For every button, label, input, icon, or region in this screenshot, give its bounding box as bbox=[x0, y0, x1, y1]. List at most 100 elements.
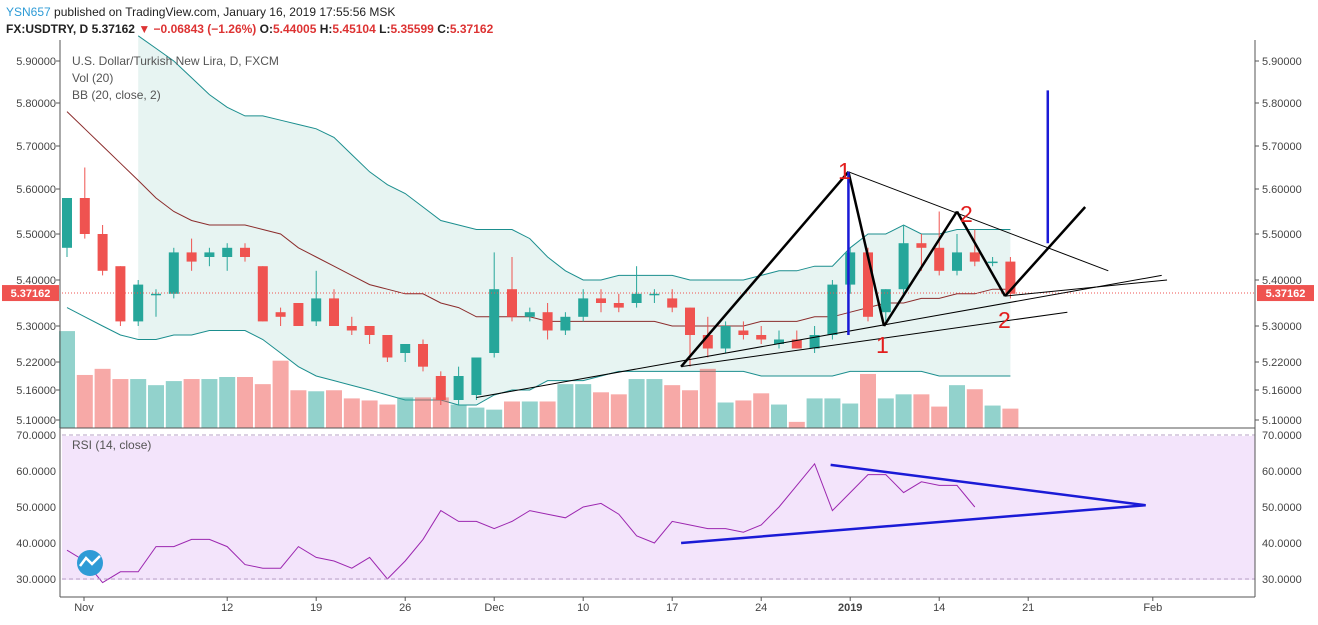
wave-label-1-bottom: 1 bbox=[876, 332, 889, 358]
candle-body bbox=[471, 357, 482, 395]
volume-bar bbox=[130, 379, 147, 428]
time-tick-label: 21 bbox=[1022, 602, 1034, 614]
volume-bar bbox=[415, 397, 431, 428]
wave-label-2-top: 2 bbox=[960, 201, 973, 227]
price-tick-label-right: 5.10000 bbox=[1262, 415, 1302, 427]
time-tick-label: 2019 bbox=[838, 602, 862, 614]
volume-bar bbox=[610, 394, 627, 428]
volume-bar bbox=[379, 404, 396, 428]
close-label: C: bbox=[437, 22, 450, 36]
price-tag-right: 5.37162 bbox=[1257, 285, 1314, 302]
volume-bar bbox=[201, 379, 218, 428]
bollinger-fill bbox=[138, 35, 1011, 406]
svg-text:5.37162: 5.37162 bbox=[11, 288, 51, 300]
price-tick-label-left: 5.30000 bbox=[16, 321, 56, 333]
candle-body bbox=[578, 298, 589, 317]
tradingview-logo-icon[interactable] bbox=[77, 550, 103, 576]
price-tick-label-left: 5.40000 bbox=[16, 275, 56, 287]
trendline-middle bbox=[681, 311, 1068, 368]
rsi-tick-label-right: 30.0000 bbox=[1262, 574, 1302, 586]
price-tick-label-left: 5.50000 bbox=[16, 229, 56, 241]
time-tick-label: 19 bbox=[310, 602, 322, 614]
price-change: −0.06843 (−1.26%) bbox=[153, 22, 257, 36]
chart-header: YSN657 published on TradingView.com, Jan… bbox=[0, 0, 1318, 40]
rsi-tick-label-right: 70.0000 bbox=[1262, 430, 1302, 442]
volume-bar bbox=[788, 421, 805, 428]
volume-bar bbox=[219, 377, 236, 428]
volume-bar bbox=[272, 360, 289, 428]
time-tick-label: 26 bbox=[399, 602, 411, 614]
price-tick-label-left: 5.16000 bbox=[16, 385, 56, 397]
candle-body bbox=[168, 252, 179, 294]
volume-bar bbox=[539, 401, 556, 428]
volume-bar bbox=[521, 401, 538, 428]
volume-bar bbox=[842, 403, 859, 428]
volume-bar bbox=[895, 394, 912, 428]
down-arrow-icon: ▼ bbox=[138, 22, 151, 36]
volume-bar bbox=[824, 398, 841, 428]
bollinger-bands bbox=[66, 35, 1011, 406]
bollinger-upper-line bbox=[137, 35, 1011, 281]
price-tick-label-right: 5.90000 bbox=[1262, 56, 1302, 68]
rsi-tick-label-left: 50.0000 bbox=[16, 502, 56, 514]
price-tick-label-right: 5.30000 bbox=[1262, 321, 1302, 333]
candle-body bbox=[934, 247, 945, 271]
candle-body bbox=[685, 307, 695, 335]
price-tick-label-left: 5.10000 bbox=[16, 415, 56, 427]
wave-line-up-3 bbox=[1004, 206, 1087, 297]
volume-bar bbox=[717, 402, 734, 428]
low-value: 5.35599 bbox=[390, 22, 434, 36]
svg-text:5.37162: 5.37162 bbox=[1266, 288, 1306, 300]
candle-body bbox=[898, 243, 909, 290]
volume-bar bbox=[753, 393, 770, 428]
rsi-tick-label-left: 60.0000 bbox=[16, 466, 56, 478]
volume-bar bbox=[468, 407, 485, 428]
symbol-label[interactable]: FX:USDTRY, D bbox=[6, 22, 89, 36]
volume-bar bbox=[59, 331, 75, 428]
candle-body bbox=[916, 243, 927, 248]
time-tick-label: 12 bbox=[221, 602, 233, 614]
volume-bar bbox=[148, 385, 164, 428]
legend-title[interactable]: U.S. Dollar/Turkish New Lira, D, FXCM bbox=[72, 54, 279, 68]
volume-bars bbox=[59, 331, 1019, 428]
price-tick-label-right: 5.80000 bbox=[1262, 98, 1302, 110]
candle-body bbox=[863, 252, 873, 317]
volume-bar bbox=[397, 397, 414, 428]
candle-body bbox=[382, 335, 393, 358]
legend-rsi[interactable]: RSI (14, close) bbox=[72, 438, 151, 452]
legend-bollinger[interactable]: BB (20, close, 2) bbox=[72, 88, 161, 102]
candle-body bbox=[400, 344, 411, 353]
volume-bar bbox=[76, 374, 93, 428]
rsi-triangle-annotation bbox=[680, 463, 1146, 545]
volume-bar bbox=[254, 384, 271, 428]
candle-body bbox=[204, 252, 215, 257]
price-tick-label-left: 5.60000 bbox=[16, 184, 56, 196]
high-value: 5.45104 bbox=[332, 22, 376, 36]
price-tick-label-right: 5.50000 bbox=[1262, 229, 1302, 241]
volume-bar bbox=[450, 404, 467, 428]
candle-body bbox=[542, 312, 553, 331]
volume-bar bbox=[165, 381, 182, 428]
candle-body bbox=[756, 335, 767, 340]
candle-body bbox=[880, 289, 891, 313]
time-tick-label: Dec bbox=[484, 602, 504, 614]
time-tick-label: 14 bbox=[933, 602, 945, 614]
candle-body bbox=[524, 312, 535, 317]
legend-volume[interactable]: Vol (20) bbox=[72, 71, 113, 85]
price-tick-label-right: 5.60000 bbox=[1262, 184, 1302, 196]
candle-body bbox=[240, 247, 250, 257]
volume-bar bbox=[913, 394, 930, 428]
volume-bar bbox=[806, 398, 823, 428]
author-name[interactable]: YSN657 bbox=[6, 5, 51, 19]
rsi-tick-label-left: 70.0000 bbox=[16, 430, 56, 442]
candle-body bbox=[987, 261, 998, 264]
candlesticks[interactable] bbox=[62, 167, 1016, 406]
candle-body bbox=[596, 298, 606, 303]
volume-bar bbox=[343, 398, 360, 428]
price-tick-label-left: 5.90000 bbox=[16, 56, 56, 68]
volume-bar bbox=[771, 404, 787, 428]
bollinger-lower-line bbox=[66, 307, 1011, 406]
volume-bar bbox=[237, 377, 253, 428]
publish-info: published on TradingView.com, January 16… bbox=[54, 5, 396, 19]
